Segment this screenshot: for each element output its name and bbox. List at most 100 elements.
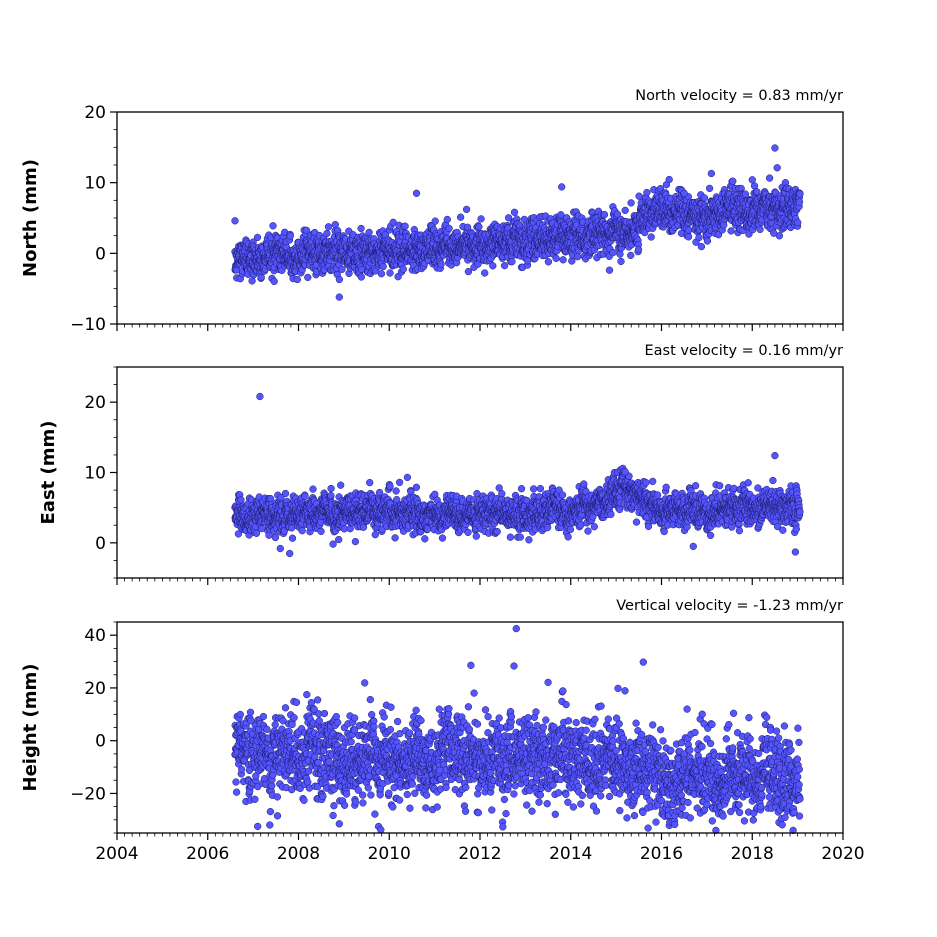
data-point bbox=[464, 267, 473, 276]
data-point bbox=[615, 505, 624, 514]
data-point bbox=[323, 229, 331, 238]
data-point bbox=[472, 532, 480, 540]
data-point bbox=[794, 218, 802, 227]
data-point bbox=[293, 275, 301, 284]
data-point bbox=[327, 491, 335, 500]
data-point bbox=[357, 224, 365, 233]
data-point bbox=[365, 228, 373, 237]
data-point bbox=[600, 210, 609, 219]
data-point bbox=[559, 256, 567, 264]
data-point bbox=[437, 260, 445, 268]
data-point bbox=[335, 535, 343, 544]
data-point bbox=[634, 245, 643, 254]
data-point bbox=[552, 254, 560, 262]
data-point bbox=[627, 251, 635, 260]
data-point bbox=[335, 275, 344, 284]
data-point bbox=[609, 248, 617, 257]
data-point bbox=[544, 258, 553, 266]
data-point bbox=[309, 485, 317, 493]
data-point bbox=[795, 198, 804, 206]
data-point bbox=[401, 222, 409, 230]
data-point bbox=[510, 208, 519, 216]
data-point bbox=[377, 270, 386, 278]
data-point bbox=[237, 496, 245, 504]
data-point bbox=[643, 188, 651, 197]
data-point bbox=[443, 215, 451, 224]
data-point bbox=[337, 481, 345, 489]
data-point bbox=[324, 223, 333, 231]
data-point bbox=[286, 232, 294, 240]
data-point bbox=[271, 533, 280, 542]
data-point bbox=[258, 524, 266, 533]
data-point bbox=[756, 225, 764, 234]
data-point bbox=[379, 262, 387, 271]
north-ylabel: North (mm) bbox=[20, 159, 41, 277]
data-point bbox=[269, 222, 277, 230]
data-point bbox=[359, 523, 368, 531]
data-point bbox=[298, 527, 306, 535]
data-point bbox=[301, 492, 309, 500]
data-point bbox=[386, 482, 394, 490]
data-point bbox=[508, 258, 516, 266]
data-point bbox=[327, 484, 335, 493]
data-point bbox=[616, 250, 624, 258]
data-point bbox=[391, 534, 399, 542]
data-point bbox=[438, 534, 447, 542]
east-points bbox=[231, 392, 804, 558]
data-point bbox=[525, 536, 533, 544]
data-point bbox=[493, 527, 501, 536]
data-point bbox=[543, 523, 552, 532]
data-point bbox=[665, 175, 673, 184]
data-point bbox=[464, 528, 472, 537]
data-point bbox=[431, 217, 439, 225]
data-point bbox=[445, 224, 453, 233]
data-point bbox=[584, 527, 592, 535]
data-point bbox=[412, 189, 421, 197]
data-point bbox=[573, 253, 582, 261]
data-point bbox=[506, 533, 515, 541]
data-point bbox=[338, 265, 346, 273]
data-point bbox=[703, 237, 712, 245]
data-point bbox=[775, 232, 784, 240]
data-point bbox=[590, 523, 598, 531]
data-point bbox=[627, 199, 635, 207]
data-point bbox=[680, 189, 688, 197]
data-point bbox=[564, 533, 572, 541]
data-point bbox=[635, 192, 643, 200]
data-point bbox=[697, 242, 706, 251]
y-tick-label: 0 bbox=[95, 244, 106, 264]
data-point bbox=[456, 213, 465, 221]
data-point bbox=[351, 537, 360, 546]
data-point bbox=[705, 184, 714, 193]
data-point bbox=[252, 529, 261, 537]
data-point bbox=[605, 266, 614, 274]
data-point bbox=[558, 491, 567, 499]
data-point bbox=[741, 190, 750, 198]
data-point bbox=[475, 223, 483, 231]
data-point bbox=[580, 480, 588, 488]
data-point bbox=[253, 233, 262, 242]
data-point bbox=[395, 478, 404, 487]
data-point bbox=[529, 485, 538, 493]
data-point bbox=[729, 177, 737, 185]
data-point bbox=[765, 174, 774, 182]
data-point bbox=[304, 273, 312, 282]
data-point bbox=[748, 176, 756, 184]
data-point bbox=[231, 217, 239, 225]
data-point bbox=[796, 190, 804, 198]
data-point bbox=[617, 257, 625, 266]
data-point bbox=[489, 262, 497, 270]
y-tick-label: 10 bbox=[84, 174, 106, 194]
data-point bbox=[500, 261, 509, 270]
y-tick-label: 20 bbox=[84, 103, 106, 123]
y-tick-label: −10 bbox=[70, 315, 106, 335]
data-point bbox=[399, 265, 407, 273]
data-point bbox=[771, 144, 779, 152]
data-point bbox=[632, 518, 641, 526]
north-points bbox=[231, 144, 804, 301]
data-point bbox=[270, 277, 278, 286]
data-point bbox=[317, 527, 325, 536]
